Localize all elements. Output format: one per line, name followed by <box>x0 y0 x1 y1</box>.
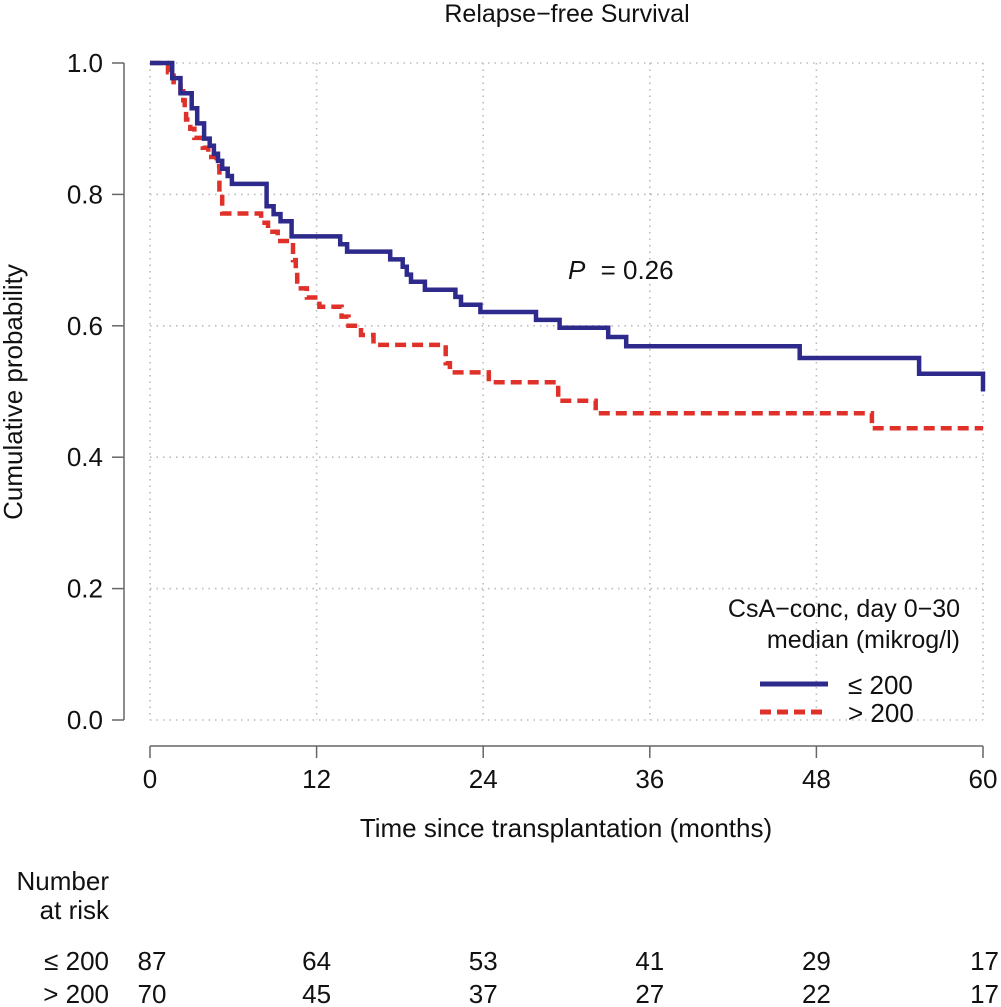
y-axis-label: Cumulative probability <box>0 264 28 520</box>
survival-curve-le200 <box>150 60 986 392</box>
risk-count: 45 <box>302 979 331 1007</box>
risk-table: Number at risk ≤ 200 > 200 87 64 53 41 29 17 7… <box>17 866 999 1007</box>
risk-header-line2: at risk <box>40 895 110 925</box>
x-tick-label: 0 <box>143 764 157 794</box>
survival-curve-gt200 <box>150 60 983 431</box>
risk-count: 53 <box>469 946 498 976</box>
x-tick-label: 24 <box>469 764 498 794</box>
chart-title: Relapse−free Survival <box>444 0 689 28</box>
legend-title-line1: CsA−conc, day 0−30 <box>728 595 960 623</box>
p-value-text: = 0.26 <box>601 255 674 285</box>
risk-header-line1: Number <box>17 866 110 896</box>
y-tick-label: 1.0 <box>67 48 103 78</box>
y-tick-label: 0.2 <box>67 574 103 604</box>
risk-count: 37 <box>469 979 498 1007</box>
x-axis-label: Time since transplantation (months) <box>360 813 772 843</box>
y-tick-label: 0.6 <box>67 311 103 341</box>
risk-row-label-gt200: > 200 <box>43 979 109 1007</box>
risk-count: 27 <box>635 979 664 1007</box>
survival-curves <box>150 60 986 431</box>
p-value-annotation: P = 0.26 <box>568 255 674 285</box>
risk-count: 17 <box>970 979 999 1007</box>
risk-count: 29 <box>802 946 831 976</box>
risk-count: 87 <box>138 946 167 976</box>
x-tick-label: 12 <box>302 764 331 794</box>
risk-count: 64 <box>302 946 331 976</box>
legend: CsA−conc, day 0−30 median (mikrog/l) ≤ 2… <box>728 595 960 728</box>
y-tick-label: 0.8 <box>67 179 103 209</box>
risk-count: 41 <box>635 946 664 976</box>
legend-title-line2: median (mikrog/l) <box>767 626 960 654</box>
legend-label-gt200: > 200 <box>848 698 914 728</box>
risk-count: 70 <box>138 979 167 1007</box>
risk-row-label-le200: ≤ 200 <box>44 946 109 976</box>
risk-count: 22 <box>802 979 831 1007</box>
risk-count: 17 <box>970 946 999 976</box>
x-tick-label: 48 <box>802 764 831 794</box>
x-tick-label: 36 <box>635 764 664 794</box>
x-tick-label: 60 <box>969 764 998 794</box>
y-tick-label: 0.0 <box>67 705 103 735</box>
p-value-label: P <box>568 255 586 285</box>
legend-label-le200: ≤ 200 <box>848 670 913 700</box>
y-tick-label: 0.4 <box>67 442 103 472</box>
axis-ticks: 0 12 24 36 48 60 0.0 0.2 0.4 0.6 0.8 1.0 <box>67 48 998 794</box>
